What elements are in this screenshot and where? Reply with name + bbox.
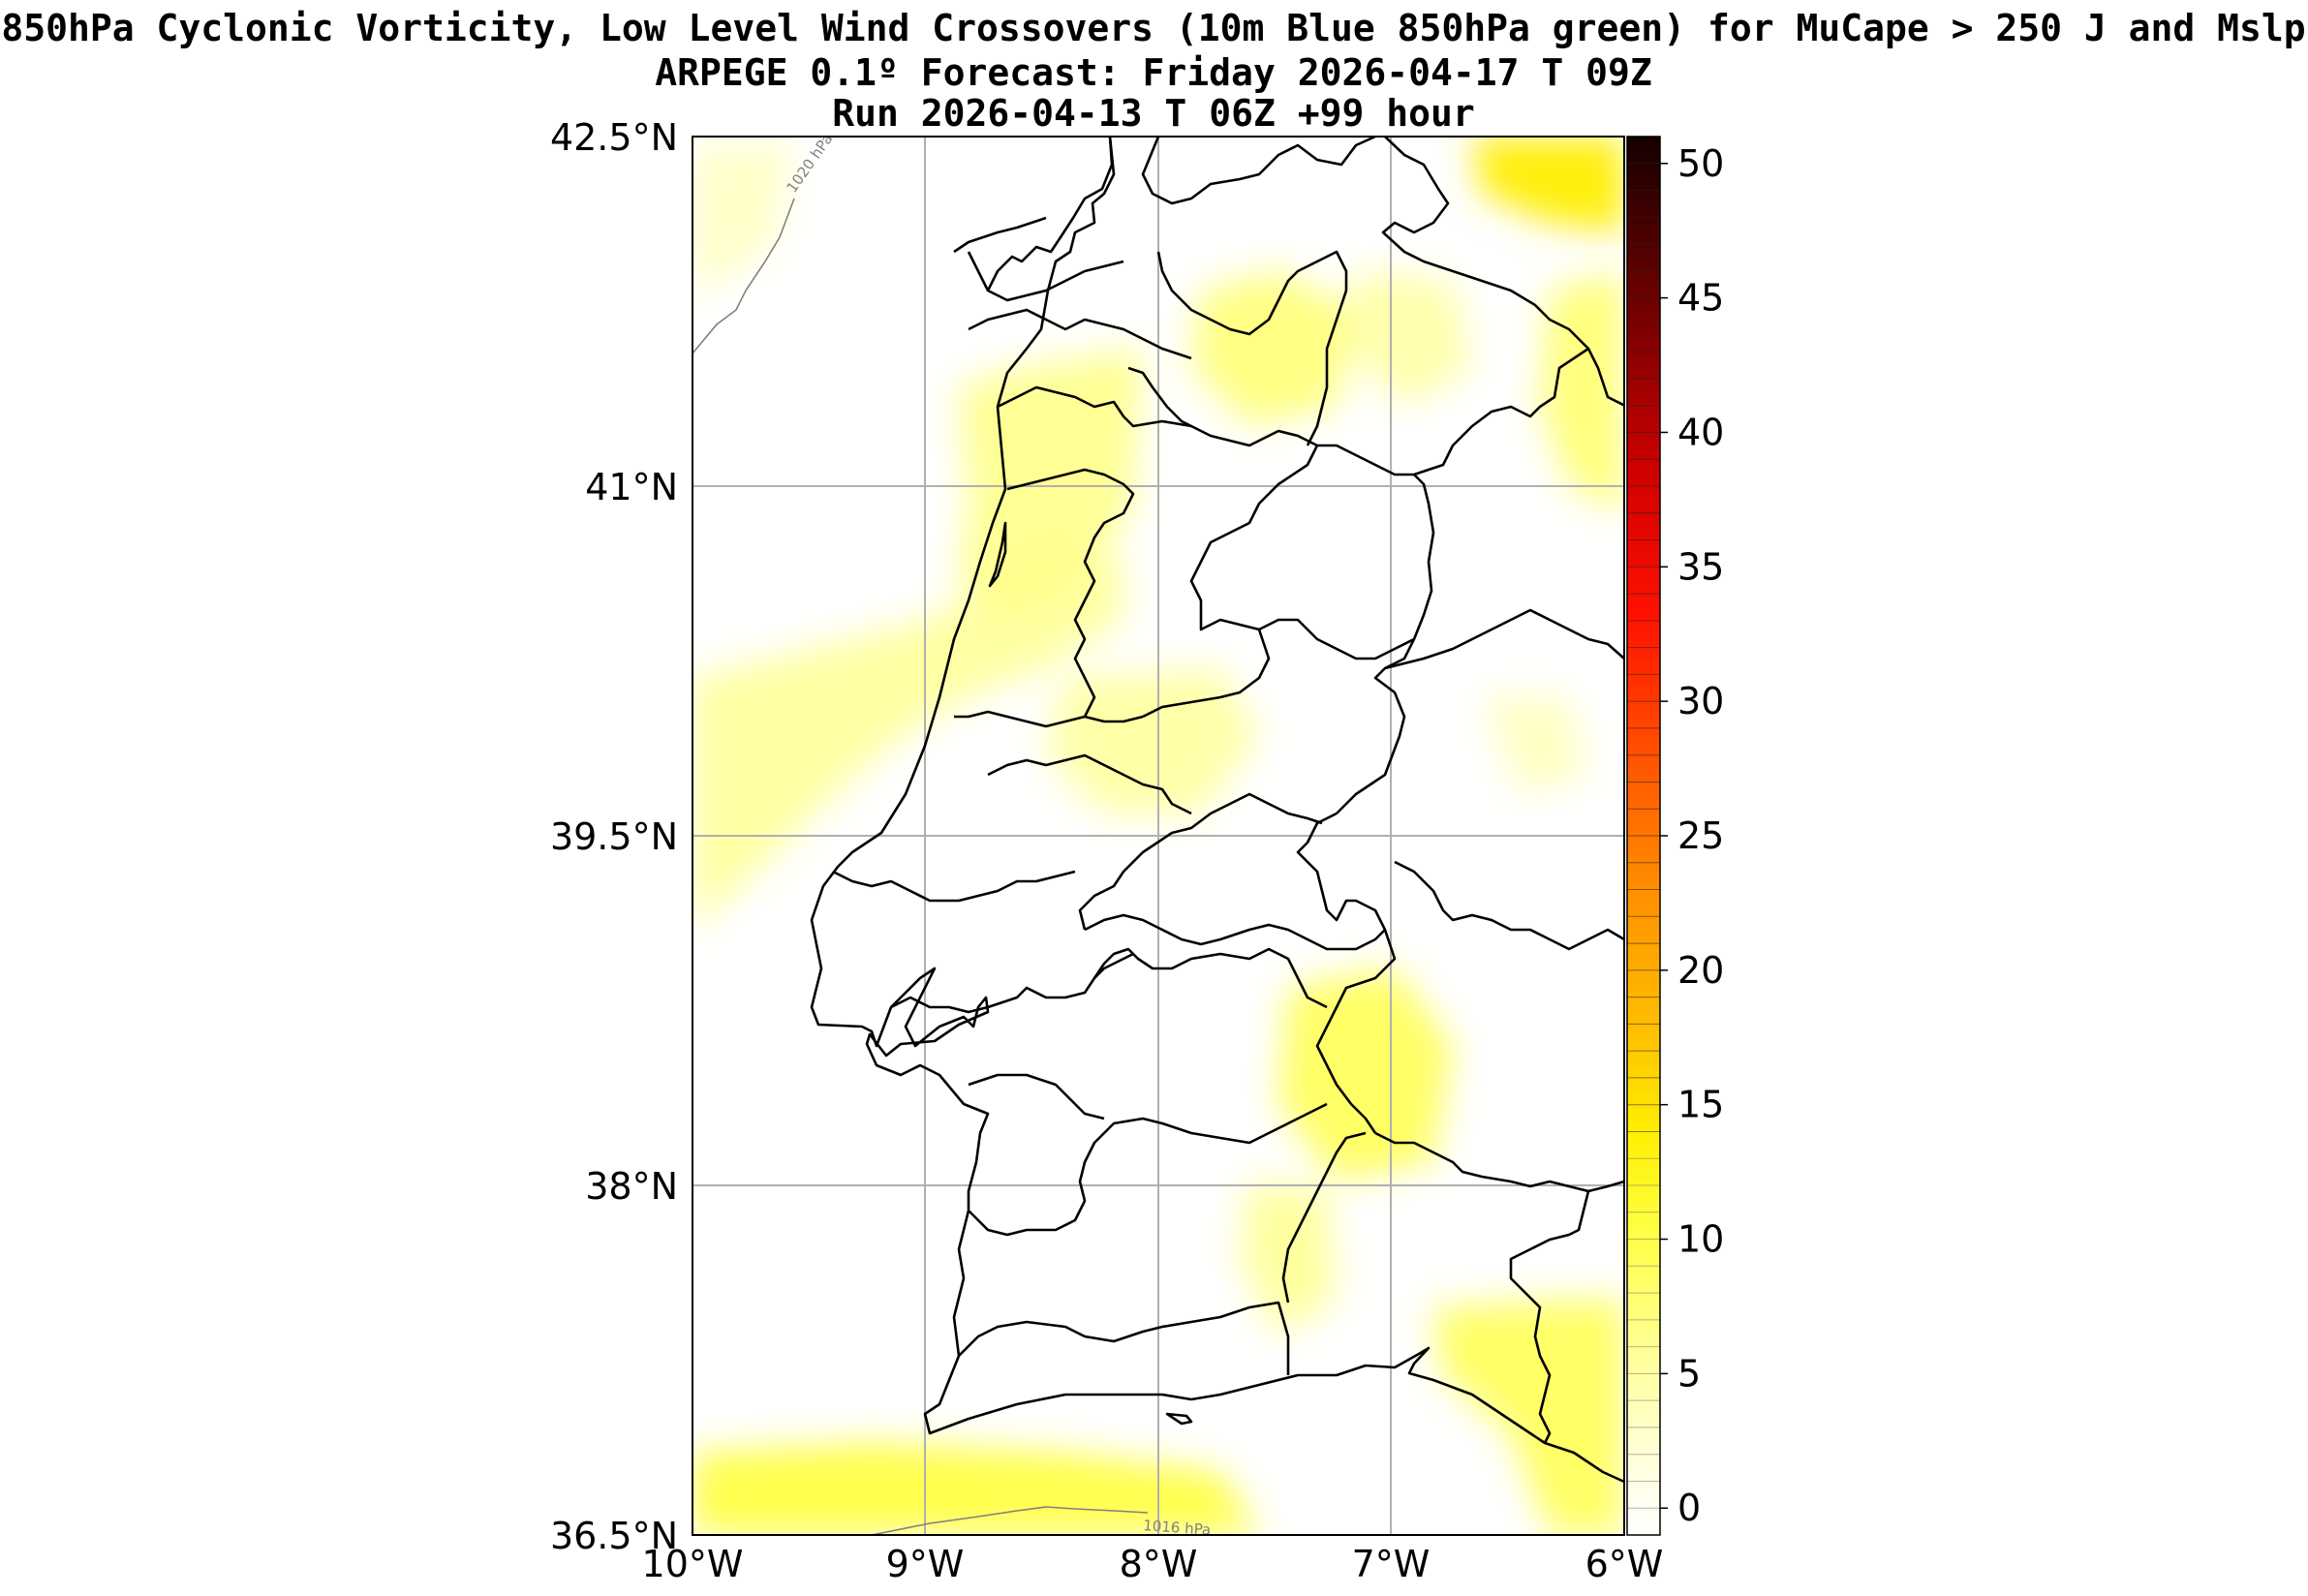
border-guadiana (1374, 1131, 1624, 1193)
coastline (810, 137, 1624, 1484)
border-santarem (832, 870, 1076, 903)
lon-tick-label: 6°W (1585, 1543, 1664, 1585)
border-guadiana-south (1509, 1190, 1590, 1444)
latitude-labels: 42.5°N 41°N 39.5°N 38°N 36.5°N (550, 116, 678, 1557)
border-viseu (1142, 445, 1319, 719)
border-braganca (1306, 290, 1348, 446)
graticule (692, 137, 1624, 1535)
border-minho (986, 137, 1114, 292)
lat-tick-label: 38°N (585, 1165, 678, 1208)
colorbar-tick-label: 45 (1677, 277, 1724, 320)
isobars (692, 198, 1149, 1535)
border-lisbon-north (890, 952, 1134, 1014)
border-leiria (987, 753, 1192, 815)
colorbar-tick-label: 10 (1677, 1218, 1724, 1261)
plot-frame (692, 136, 1625, 1536)
border-alentejo-east (1281, 1131, 1367, 1304)
colorbar-tick-label: 25 (1677, 814, 1724, 857)
colorbar-tick-label: 50 (1677, 142, 1724, 185)
border-santarem-east (1092, 947, 1328, 1009)
border-spain-north (1141, 137, 1376, 205)
colorbar-tick-label: 0 (1677, 1487, 1701, 1529)
longitude-labels: 10°W 9°W 8°W 7°W 6°W (642, 1543, 1664, 1585)
vorticity-shading (692, 137, 1624, 1535)
border-castelo-branco (1078, 792, 1323, 931)
lat-tick-label: 36.5°N (550, 1515, 678, 1557)
map-plot-area: 1020 hPa 1016 hPa (692, 137, 1624, 1539)
lon-tick-label: 9°W (886, 1543, 965, 1585)
border-braga (968, 308, 1192, 360)
colorbar-tick-labels: 0 5 10 15 20 25 30 35 40 45 50 (1677, 142, 1724, 1529)
lon-tick-label: 10°W (642, 1543, 744, 1585)
lon-tick-label: 7°W (1352, 1543, 1431, 1585)
lagoon-aveiro (988, 521, 1007, 588)
border-spain-mid (1384, 608, 1624, 670)
colorbar-tick-label: 40 (1677, 411, 1724, 453)
border-spain-east (1586, 348, 1624, 407)
border-spain-southeast (1394, 860, 1624, 951)
coastline-and-borders (810, 137, 1624, 1484)
colorbar-level-lines (1627, 163, 1660, 1509)
border-mid-east (1084, 913, 1386, 951)
border-guarda (1258, 618, 1415, 660)
border-spain-north-2 (1127, 137, 1590, 476)
border-vila-real (1156, 250, 1348, 336)
colorbar-tick-label: 20 (1677, 949, 1724, 992)
lat-tick-label: 42.5°N (550, 116, 678, 159)
border-alentejo-mid (968, 1102, 1328, 1237)
border-east-upper (1336, 474, 1435, 814)
colorbar-tick-label: 5 (1677, 1352, 1701, 1395)
title-line-2: ARPEGE 0.1º Forecast: Friday 2026-04-17 … (655, 51, 1652, 94)
border-porto (997, 385, 1192, 428)
border-north-inner (953, 216, 1047, 254)
isobar-1020 (692, 198, 795, 354)
border-east-mid (1296, 812, 1397, 1134)
coast-tagus-south (1165, 1412, 1193, 1426)
border-aveiro (1006, 468, 1135, 718)
colorbar-tick-label: 15 (1677, 1084, 1724, 1126)
border-coimbra (954, 710, 1144, 728)
colorbar-tick-label: 35 (1677, 545, 1724, 588)
lat-tick-label: 41°N (585, 466, 678, 508)
isobar-1016 (871, 1506, 1149, 1535)
isobar-label-1016: 1016 hPa (1143, 1517, 1212, 1539)
colorbar-tick-marks (1660, 163, 1668, 1509)
border-setubal (968, 1073, 1105, 1120)
border-alentejo-algarve (958, 1301, 1290, 1375)
colorbar: 0 5 10 15 20 25 30 35 40 45 50 (1626, 136, 1724, 1536)
lon-tick-label: 8°W (1120, 1543, 1198, 1585)
border-braga-2 (967, 251, 1124, 302)
title-line-3: Run 2026-04-13 T 06Z +99 hour (832, 92, 1474, 135)
title-line-1: 850hPa Cyclonic Vorticity, Low Level Win… (1, 7, 2305, 49)
colorbar-tick-label: 30 (1677, 680, 1724, 722)
lat-tick-label: 39.5°N (550, 815, 678, 858)
